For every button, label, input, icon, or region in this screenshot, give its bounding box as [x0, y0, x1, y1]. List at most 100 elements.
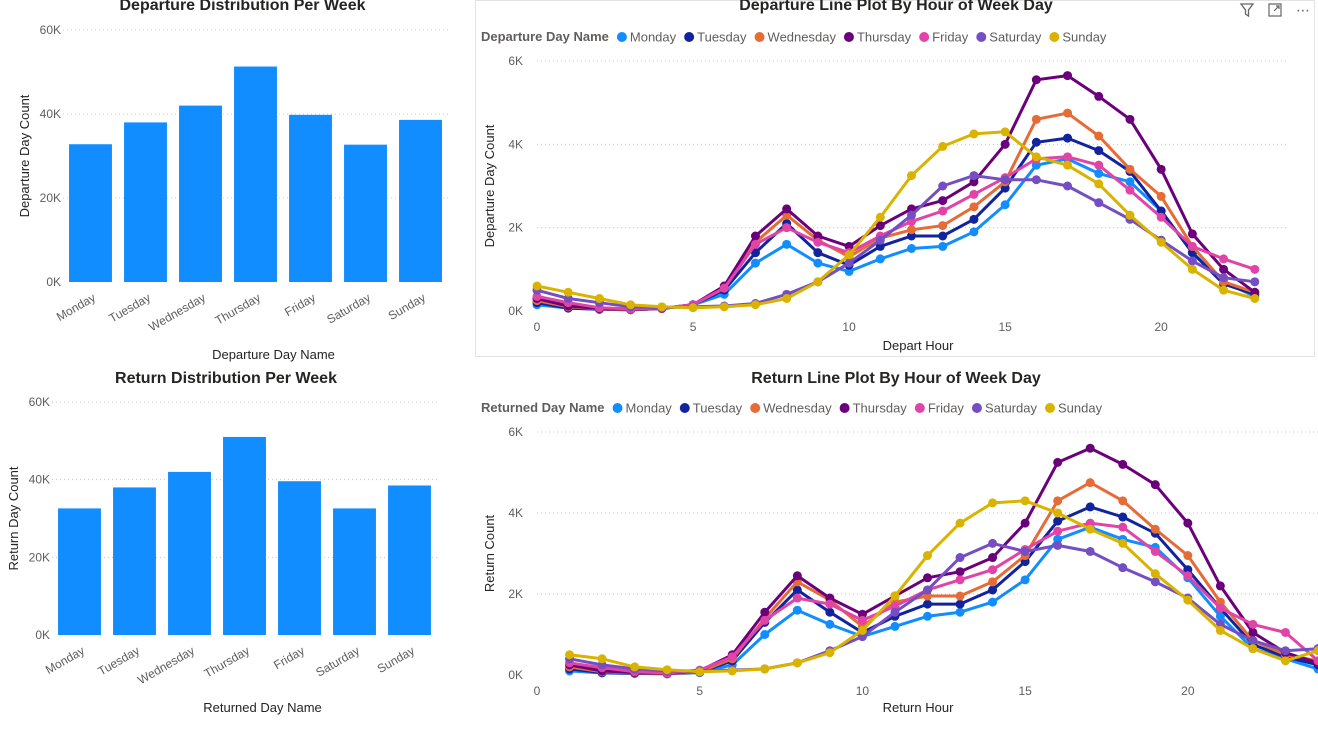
departure-line-legend-marker-thursday: [844, 32, 854, 42]
return-line-point-friday: [1151, 547, 1160, 556]
departure-line-legend-label-friday: Friday: [932, 30, 969, 45]
departure-line-point-friday: [1250, 265, 1259, 274]
departure-line-point-thursday: [1032, 75, 1041, 84]
return-line-chart: Return Line Plot By Hour of Week Day Ret…: [476, 365, 1318, 739]
return-line-point-sunday: [793, 658, 802, 667]
departure-bar-bar-sunday: [399, 120, 442, 282]
departure-line-point-friday: [813, 238, 822, 247]
departure-line-xtick-label: 5: [690, 320, 697, 334]
departure-line-point-saturday: [938, 182, 947, 191]
return-line-point-thursday: [760, 608, 769, 617]
return-line-legend-label-sunday: Sunday: [1058, 401, 1103, 416]
departure-line-point-thursday: [1125, 115, 1134, 124]
return-line-legend-marker-sunday: [1045, 403, 1055, 413]
return-line-xtick-label: 10: [856, 684, 870, 698]
return-bar-title: Return Distribution Per Week: [0, 370, 452, 388]
departure-line-point-saturday: [1250, 277, 1259, 286]
return-line-point-monday: [890, 622, 899, 631]
departure-line-point-sunday: [1250, 294, 1259, 303]
departure-bar-bar-saturday: [344, 145, 387, 282]
return-line-point-thursday: [793, 571, 802, 580]
departure-line-ytick-label: 0K: [508, 304, 523, 318]
departure-line-point-friday: [720, 284, 729, 293]
return-line-legend-label-wednesday: Wednesday: [763, 401, 832, 416]
departure-line-point-tuesday: [1063, 134, 1072, 143]
departure-bar-ytick-label: 60K: [40, 23, 61, 37]
return-line-point-thursday: [1086, 444, 1095, 453]
return-line-legend-label-saturday: Saturday: [985, 401, 1038, 416]
return-line-point-friday: [858, 616, 867, 625]
return-line-point-sunday: [923, 551, 932, 560]
return-line-point-saturday: [890, 608, 899, 617]
departure-line-point-sunday: [626, 300, 635, 309]
return-line-point-saturday: [956, 553, 965, 562]
return-bar-xtick-label: Wednesday: [135, 643, 197, 687]
departure-line-point-thursday: [1094, 92, 1103, 101]
departure-line-point-wednesday: [1125, 165, 1134, 174]
return-line-point-tuesday: [1118, 513, 1127, 522]
return-line-point-monday: [793, 606, 802, 615]
departure-line-xtick-label: 0: [534, 320, 541, 334]
departure-line-point-saturday: [1219, 273, 1228, 282]
return-line-legend-marker-thursday: [840, 403, 850, 413]
return-line-point-sunday: [1021, 496, 1030, 505]
return-line-xaxis-title: Return Hour: [883, 700, 954, 715]
return-line-point-monday: [825, 620, 834, 629]
return-line-legend-marker-friday: [915, 403, 925, 413]
return-line-point-sunday: [1086, 525, 1095, 534]
departure-line-point-sunday: [751, 300, 760, 309]
return-line-xtick-label: 15: [1018, 684, 1032, 698]
departure-line-point-sunday: [657, 302, 666, 311]
return-bar-xtick-label: Saturday: [313, 643, 362, 679]
return-bar-yaxis-title: Return Day Count: [6, 466, 21, 570]
departure-line-point-friday: [782, 223, 791, 232]
departure-line-point-saturday: [907, 211, 916, 220]
return-line-point-thursday: [956, 567, 965, 576]
departure-line-series-line-sunday: [537, 132, 1255, 308]
return-line-point-sunday: [630, 662, 639, 671]
departure-bar-xtick-label: Sunday: [386, 290, 428, 322]
return-line-point-sunday: [1151, 569, 1160, 578]
departure-bar-bar-wednesday: [179, 106, 222, 282]
return-bar-xaxis-title: Returned Day Name: [203, 700, 322, 715]
departure-line-legend-marker-sunday: [1049, 32, 1059, 42]
return-line-point-sunday: [1118, 539, 1127, 548]
return-line-point-friday: [793, 594, 802, 603]
departure-bar-xtick-label: Saturday: [324, 290, 373, 326]
return-line-point-thursday: [1216, 581, 1225, 590]
return-line-point-sunday: [1053, 509, 1062, 518]
departure-line-point-sunday: [1188, 265, 1197, 274]
departure-line-yaxis-title: Departure Day Count: [482, 124, 497, 247]
departure-line-point-sunday: [564, 288, 573, 297]
return-line-title: Return Line Plot By Hour of Week Day: [476, 370, 1316, 388]
departure-bar-ytick-label: 20K: [40, 191, 61, 205]
departure-line-series-line-wednesday: [537, 113, 1255, 310]
departure-line-xtick-label: 20: [1154, 320, 1168, 334]
departure-line-legend-marker-monday: [617, 32, 627, 42]
return-line-point-monday: [760, 630, 769, 639]
departure-line-legend-label-thursday: Thursday: [857, 30, 912, 45]
departure-line-point-sunday: [533, 282, 542, 291]
return-line-point-sunday: [988, 498, 997, 507]
return-line-point-tuesday: [988, 585, 997, 594]
departure-line-point-sunday: [969, 129, 978, 138]
return-line-point-sunday: [956, 519, 965, 528]
return-line-point-monday: [1021, 575, 1030, 584]
departure-line-legend-title: Departure Day Name: [481, 29, 609, 44]
return-line-point-sunday: [1281, 656, 1290, 665]
departure-line-point-monday: [813, 259, 822, 268]
return-line-legend-label-monday: Monday: [626, 401, 673, 416]
departure-bar-bar-thursday: [234, 67, 277, 282]
return-line-point-sunday: [825, 648, 834, 657]
departure-line-point-monday: [907, 244, 916, 253]
departure-line-legend-label-wednesday: Wednesday: [768, 30, 837, 45]
return-bar-xtick-label: Friday: [271, 643, 307, 672]
departure-line-point-thursday: [1219, 265, 1228, 274]
return-line-point-saturday: [1281, 646, 1290, 655]
departure-line-xtick-label: 10: [842, 320, 856, 334]
return-line-point-saturday: [1151, 577, 1160, 586]
departure-line-point-monday: [969, 227, 978, 236]
